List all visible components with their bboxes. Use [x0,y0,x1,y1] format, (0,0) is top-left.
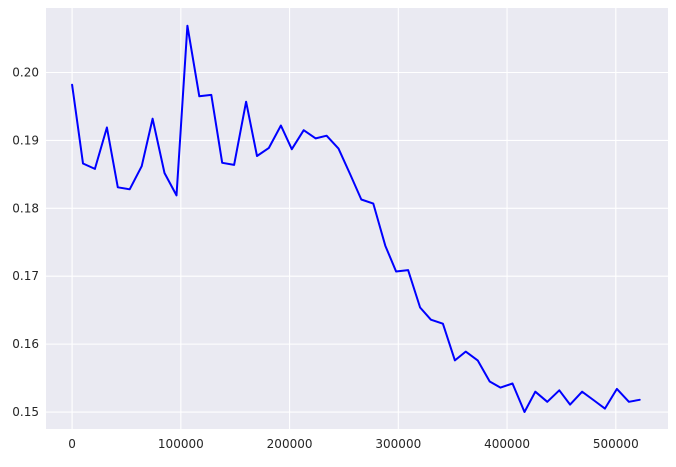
y-axis-ticks: 0.15 0.16 0.17 0.18 0.19 0.20 [12,66,39,420]
y-tick-label: 0.17 [12,269,39,283]
y-tick-label: 0.20 [12,66,39,80]
plot-background [46,8,668,429]
x-tick-label: 400000 [484,437,530,451]
x-axis-ticks: 0 100000 200000 300000 400000 500000 [68,437,638,451]
y-tick-label: 0.16 [12,337,39,351]
x-tick-label: 200000 [267,437,313,451]
series-layer [71,24,641,413]
y-tick-label: 0.18 [12,201,39,215]
series-line [71,24,641,413]
y-tick-label: 0.19 [12,133,39,147]
x-tick-label: 0 [68,437,76,451]
x-tick-label: 100000 [158,437,204,451]
x-tick-label: 300000 [375,437,421,451]
y-tick-label: 0.15 [12,405,39,419]
grid-lines [46,8,668,429]
x-tick-label: 500000 [593,437,639,451]
